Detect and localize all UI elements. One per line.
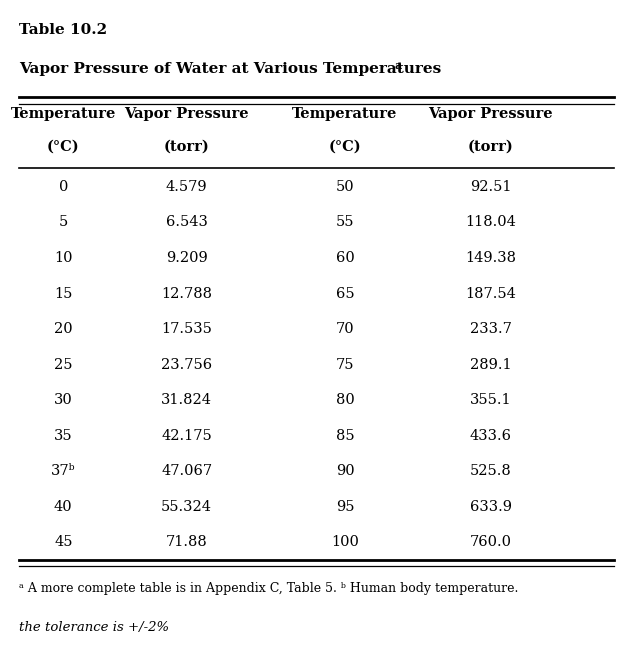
Text: 25: 25 [54, 358, 73, 372]
Text: 50: 50 [335, 180, 354, 194]
Text: (torr): (torr) [164, 140, 210, 154]
Text: 60: 60 [335, 251, 354, 265]
Text: 100: 100 [331, 535, 359, 550]
Text: (torr): (torr) [468, 140, 513, 154]
Text: 0: 0 [59, 180, 68, 194]
Text: 55: 55 [335, 215, 354, 229]
Text: 75: 75 [335, 358, 354, 372]
Text: Table 10.2: Table 10.2 [19, 23, 107, 38]
Text: 17.535: 17.535 [161, 322, 212, 336]
Text: 23.756: 23.756 [161, 358, 212, 372]
Text: Vapor Pressure: Vapor Pressure [125, 107, 249, 121]
Text: (°C): (°C) [47, 140, 80, 154]
Text: 90: 90 [335, 464, 354, 478]
Text: 187.54: 187.54 [465, 287, 516, 301]
Text: a: a [394, 60, 401, 70]
Text: Temperature: Temperature [292, 107, 398, 121]
Text: 85: 85 [335, 429, 354, 443]
Text: 70: 70 [335, 322, 354, 336]
Text: 12.788: 12.788 [161, 287, 212, 301]
Text: 289.1: 289.1 [470, 358, 511, 372]
Text: 80: 80 [335, 393, 354, 407]
Text: ᵃ A more complete table is in Appendix C, Table 5. ᵇ Human body temperature.: ᵃ A more complete table is in Appendix C… [19, 582, 518, 595]
Text: 71.88: 71.88 [166, 535, 208, 550]
Text: 45: 45 [54, 535, 73, 550]
Text: 31.824: 31.824 [161, 393, 212, 407]
Text: 30: 30 [54, 393, 73, 407]
Text: 433.6: 433.6 [470, 429, 511, 443]
Text: (°C): (°C) [329, 140, 361, 154]
Text: 149.38: 149.38 [465, 251, 516, 265]
Text: 525.8: 525.8 [470, 464, 511, 478]
Text: 65: 65 [335, 287, 354, 301]
Text: 10: 10 [54, 251, 73, 265]
Text: 6.543: 6.543 [166, 215, 208, 229]
Text: 4.579: 4.579 [166, 180, 208, 194]
Text: 633.9: 633.9 [470, 500, 511, 514]
Text: 5: 5 [59, 215, 68, 229]
Text: Temperature: Temperature [11, 107, 116, 121]
Text: 15: 15 [54, 287, 73, 301]
Text: 95: 95 [335, 500, 354, 514]
Text: 20: 20 [54, 322, 73, 336]
Text: 40: 40 [54, 500, 73, 514]
Text: 118.04: 118.04 [465, 215, 516, 229]
Text: Vapor Pressure of Water at Various Temperatures: Vapor Pressure of Water at Various Tempe… [19, 62, 441, 76]
Text: the tolerance is +/-2%: the tolerance is +/-2% [19, 621, 169, 633]
Text: 47.067: 47.067 [161, 464, 212, 478]
Text: 55.324: 55.324 [161, 500, 212, 514]
Text: 233.7: 233.7 [470, 322, 511, 336]
Text: 35: 35 [54, 429, 73, 443]
Text: 37ᵇ: 37ᵇ [51, 464, 75, 478]
Text: Vapor Pressure: Vapor Pressure [429, 107, 553, 121]
Text: 355.1: 355.1 [470, 393, 511, 407]
Text: 42.175: 42.175 [161, 429, 212, 443]
Text: 92.51: 92.51 [470, 180, 511, 194]
Text: 9.209: 9.209 [166, 251, 208, 265]
Text: 760.0: 760.0 [470, 535, 511, 550]
